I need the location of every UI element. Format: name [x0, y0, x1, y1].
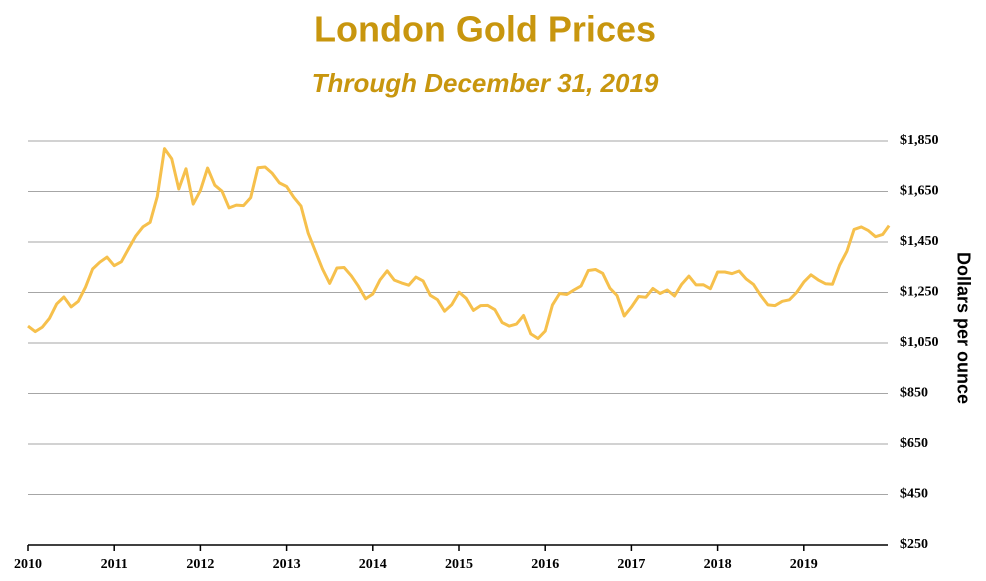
x-tick-label: 2015 — [445, 557, 473, 572]
x-tick-label: 2013 — [273, 557, 301, 572]
x-tick-label: 2010 — [14, 557, 42, 572]
y-tick-label: $1,250 — [900, 285, 939, 300]
x-tick-label: 2018 — [704, 557, 732, 572]
x-tick-label: 2019 — [790, 557, 818, 572]
x-tick-label: 2012 — [186, 557, 214, 572]
y-tick-label: $1,050 — [900, 335, 939, 350]
price-line — [27, 147, 891, 340]
y-tick-label: $1,650 — [900, 184, 939, 199]
y-tick-label: $250 — [900, 537, 928, 552]
chart-title: London Gold Prices — [314, 9, 656, 50]
y-axis-label: Dollars per ounce — [953, 252, 973, 404]
y-tick-label: $1,450 — [900, 234, 939, 249]
y-tick-label: $1,850 — [900, 133, 939, 148]
x-tick-label: 2014 — [359, 557, 387, 572]
y-tick-label: $850 — [900, 386, 928, 401]
x-tick-label: 2016 — [531, 557, 559, 572]
x-tick-label: 2011 — [101, 557, 128, 572]
x-tick-label: 2017 — [617, 557, 645, 572]
y-tick-label: $450 — [900, 487, 928, 502]
y-tick-label: $650 — [900, 436, 928, 451]
chart-subtitle: Through December 31, 2019 — [312, 68, 659, 98]
